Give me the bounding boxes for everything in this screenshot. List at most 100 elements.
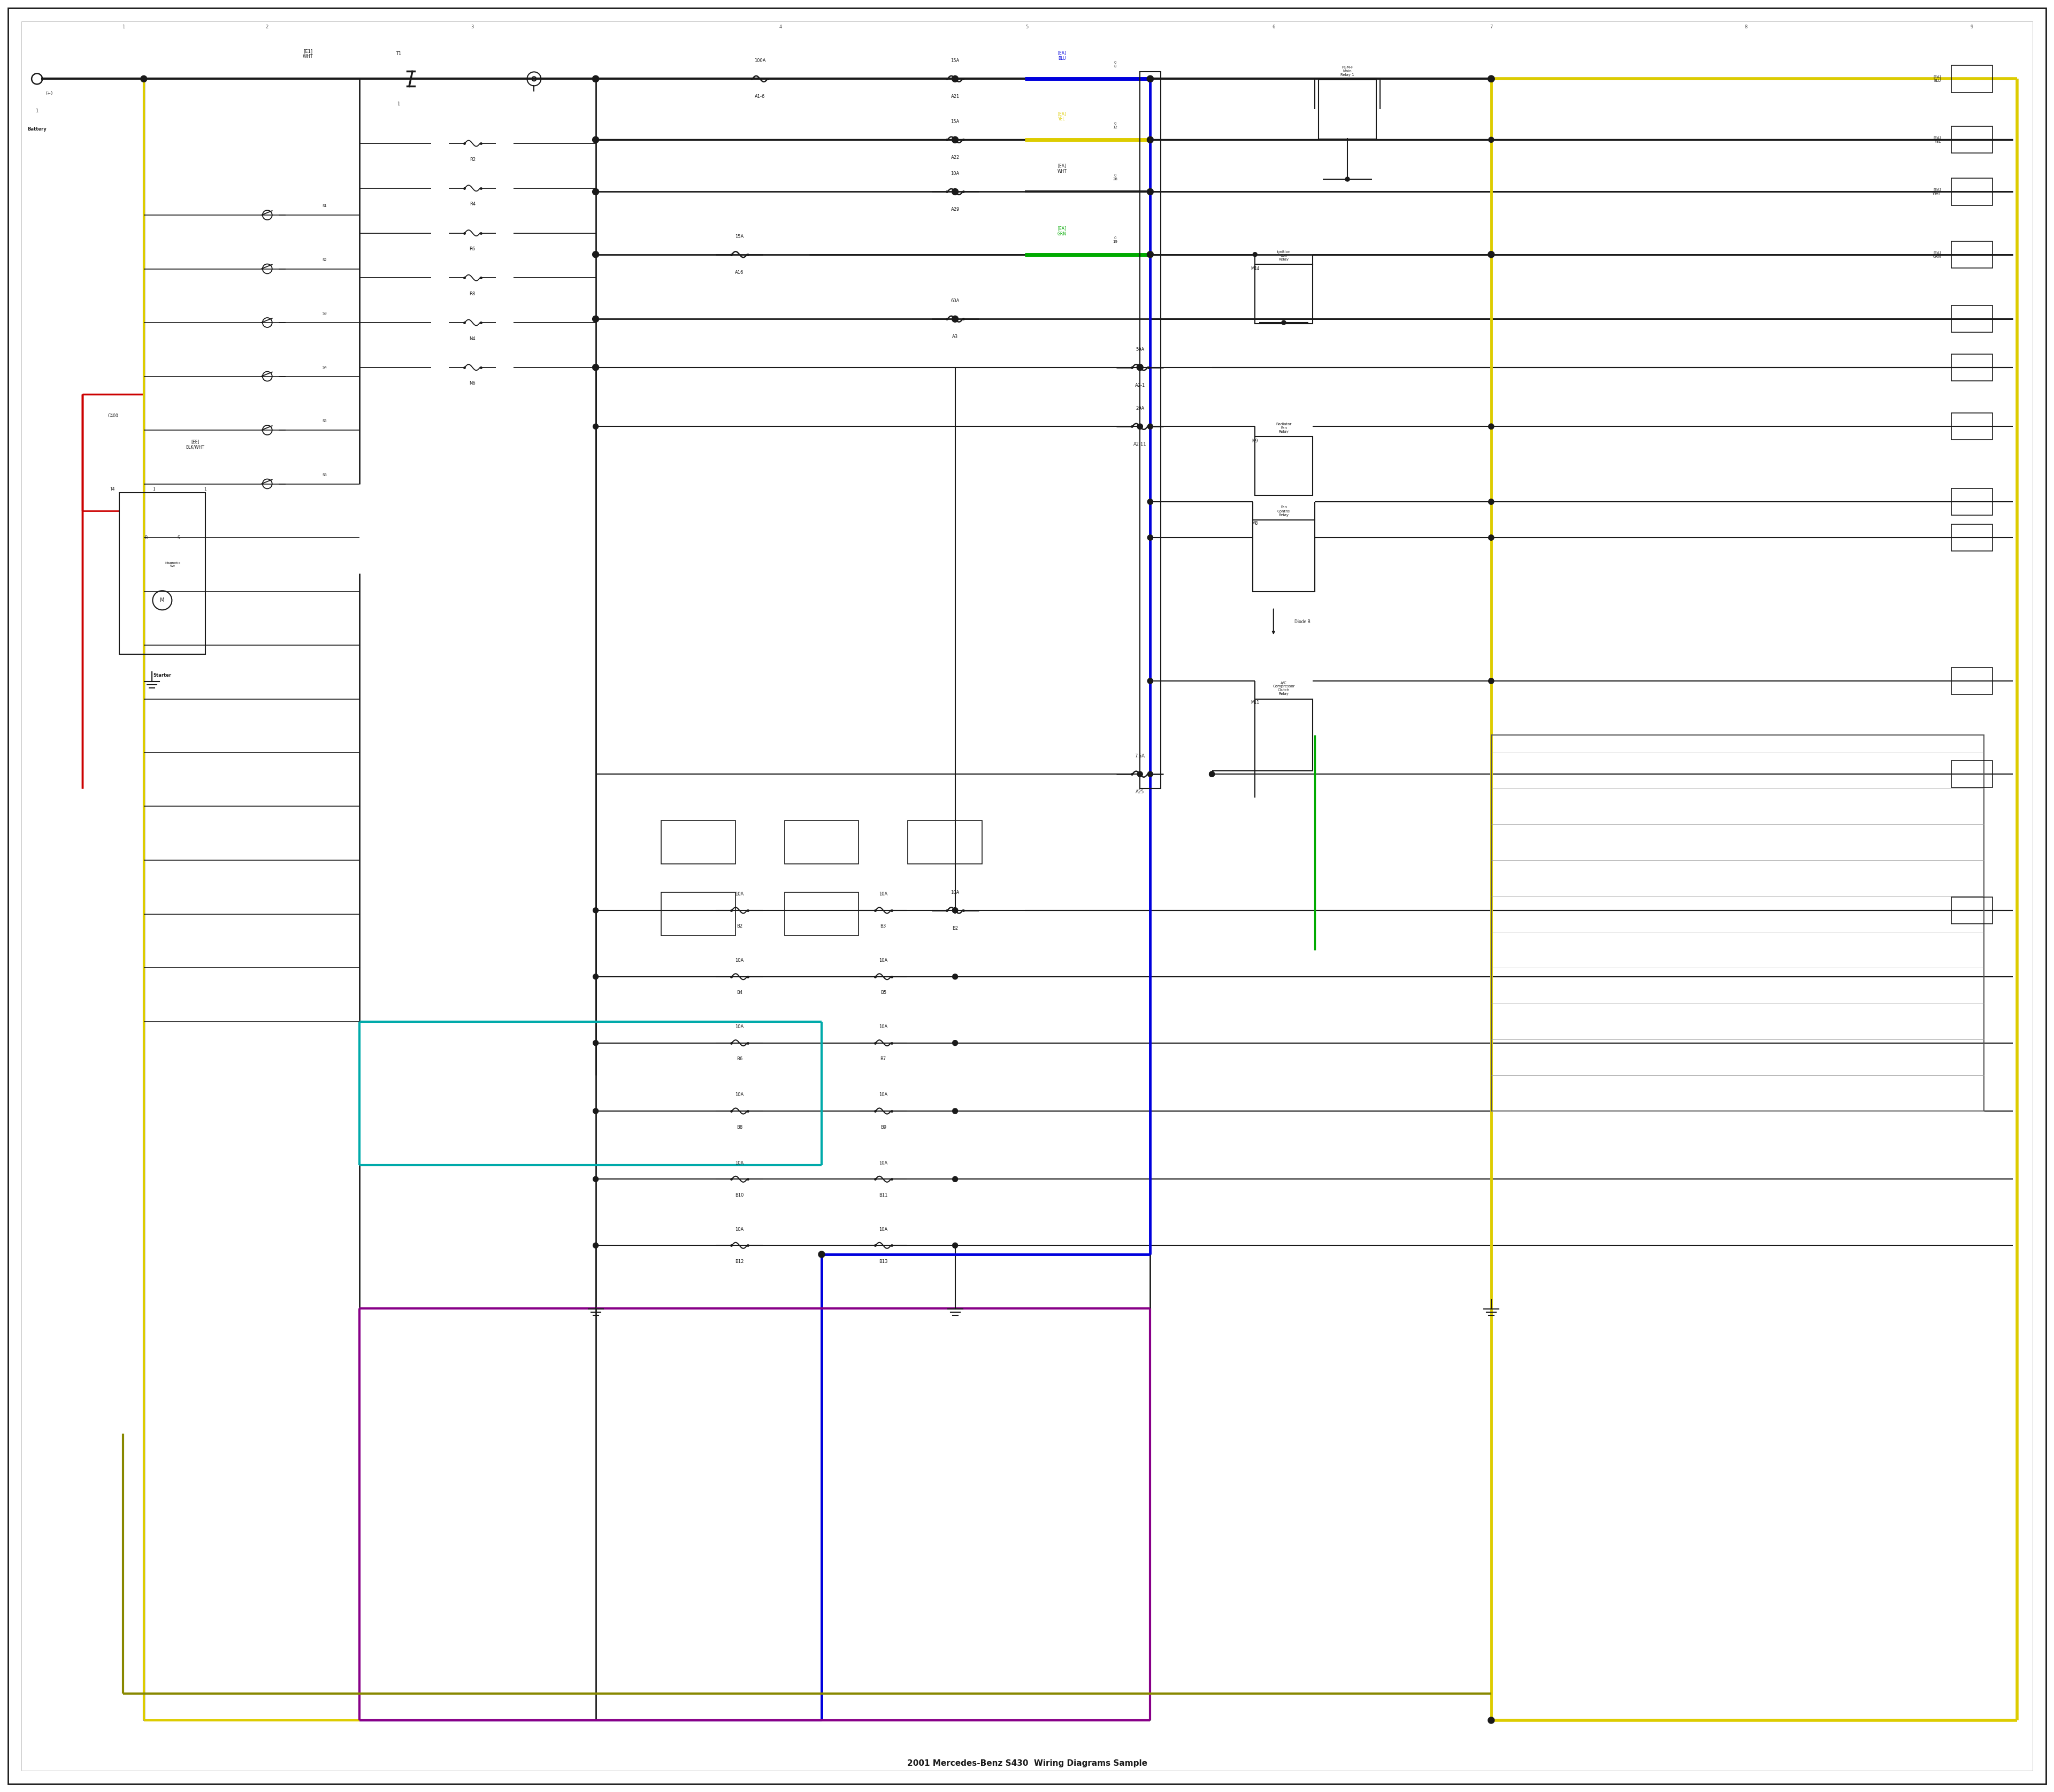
Circle shape [953, 317, 957, 321]
Text: 0
28: 0 28 [1113, 174, 1117, 181]
Text: Ignition
Coil
Relay: Ignition Coil Relay [1278, 251, 1290, 262]
Circle shape [1148, 253, 1152, 256]
Text: A2-11: A2-11 [1134, 443, 1146, 446]
Circle shape [953, 1177, 957, 1181]
Circle shape [1148, 190, 1152, 194]
Circle shape [592, 188, 600, 195]
Text: 10A: 10A [879, 892, 887, 896]
Text: 3: 3 [470, 25, 474, 29]
Text: 0
12: 0 12 [1113, 122, 1117, 129]
Circle shape [1489, 77, 1493, 81]
Text: 7: 7 [1489, 25, 1493, 29]
Text: R4: R4 [470, 202, 474, 206]
Circle shape [1489, 679, 1493, 683]
Text: Magnetic
SW: Magnetic SW [164, 561, 181, 568]
Text: 1: 1 [203, 487, 207, 491]
Bar [661, 892, 735, 935]
Text: 10A: 10A [735, 892, 744, 896]
Circle shape [1210, 772, 1214, 776]
Circle shape [1487, 75, 1495, 82]
Bar [1951, 306, 1992, 333]
Circle shape [1146, 251, 1154, 258]
Circle shape [1489, 138, 1493, 142]
Bar [1255, 263, 1313, 323]
Circle shape [140, 75, 148, 82]
Circle shape [1138, 425, 1142, 428]
Bar [1140, 72, 1161, 788]
Circle shape [1489, 679, 1493, 683]
Text: 10A: 10A [735, 1161, 744, 1165]
Text: B2: B2 [953, 926, 957, 930]
Circle shape [1489, 500, 1493, 504]
Circle shape [953, 138, 957, 142]
Text: PGM-F
Main
Relay 1: PGM-F Main Relay 1 [1341, 66, 1354, 77]
Text: B9: B9 [881, 1125, 885, 1129]
Bar [1255, 699, 1313, 771]
Bar [661, 821, 735, 864]
Circle shape [594, 1177, 598, 1181]
Text: B8: B8 [737, 1125, 741, 1129]
Text: 10A: 10A [879, 1025, 887, 1029]
Bar [785, 892, 859, 935]
Text: 2001 Mercedes-Benz S430  Wiring Diagrams Sample: 2001 Mercedes-Benz S430 Wiring Diagrams … [908, 1760, 1146, 1767]
Text: M9: M9 [1253, 439, 1257, 443]
Circle shape [592, 251, 600, 258]
Text: M8: M8 [1253, 521, 1257, 525]
Text: N4: N4 [468, 337, 477, 340]
Circle shape [953, 77, 957, 81]
Text: A/C
Compressor
Clutch
Relay: A/C Compressor Clutch Relay [1273, 681, 1294, 695]
Text: [EA]
BLU: [EA] BLU [1933, 75, 1941, 82]
Text: M11: M11 [1251, 701, 1259, 704]
Text: 20A: 20A [1136, 407, 1144, 410]
Circle shape [951, 136, 959, 143]
Text: 10A: 10A [735, 959, 744, 962]
Text: Fan
Control
Relay: Fan Control Relay [1278, 505, 1290, 516]
Circle shape [1136, 364, 1144, 371]
Bar [1951, 523, 1992, 552]
Circle shape [592, 136, 600, 143]
Text: 100A: 100A [754, 59, 766, 63]
Circle shape [1148, 679, 1152, 683]
Text: S6: S6 [322, 473, 327, 477]
Bar [119, 493, 205, 654]
Circle shape [1148, 772, 1152, 776]
Circle shape [594, 1244, 598, 1247]
Text: C400: C400 [107, 414, 119, 418]
Text: A1-6: A1-6 [754, 95, 766, 99]
Text: B11: B11 [879, 1193, 887, 1197]
Text: B6: B6 [737, 1057, 741, 1061]
Text: A2-1: A2-1 [1134, 383, 1146, 387]
Circle shape [951, 75, 959, 82]
Circle shape [953, 1244, 957, 1247]
Text: S1: S1 [322, 204, 327, 208]
Bar [1255, 435, 1313, 495]
Text: A16: A16 [735, 271, 744, 274]
Circle shape [1345, 177, 1349, 181]
Text: 10A: 10A [735, 1228, 744, 1231]
Text: N6: N6 [468, 382, 477, 385]
Text: 4: 4 [778, 25, 783, 29]
Text: 1: 1 [152, 487, 156, 491]
Circle shape [594, 190, 598, 194]
Circle shape [1489, 536, 1493, 539]
Bar [1491, 735, 1984, 1111]
Bar [1319, 81, 1376, 140]
Text: R2: R2 [470, 158, 474, 161]
Text: 10A: 10A [879, 1228, 887, 1231]
Text: 10A: 10A [735, 1025, 744, 1029]
Circle shape [1487, 251, 1495, 258]
Circle shape [1489, 425, 1493, 428]
Text: 10A: 10A [879, 959, 887, 962]
Text: 10A: 10A [879, 1161, 887, 1165]
Text: S4: S4 [322, 366, 327, 369]
Bar [1951, 353, 1992, 380]
Bar [1951, 667, 1992, 694]
Text: S: S [177, 536, 181, 539]
Text: A25: A25 [1136, 790, 1144, 794]
Text: A22: A22 [951, 156, 959, 159]
Text: S5: S5 [322, 419, 327, 423]
Text: B: B [144, 536, 148, 539]
Circle shape [951, 188, 959, 195]
Text: 6: 6 [1271, 25, 1276, 29]
Circle shape [1489, 500, 1493, 504]
